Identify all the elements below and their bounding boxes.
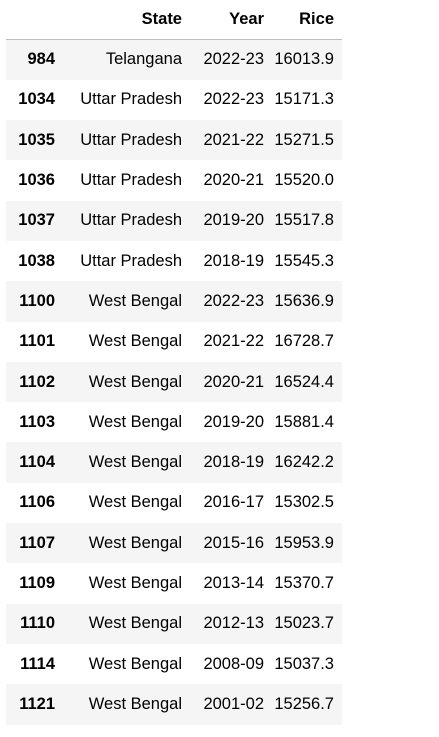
state-cell: Telangana xyxy=(105,50,182,69)
year-cell: 2020-21 xyxy=(203,372,264,391)
year-cell: 2012-13 xyxy=(203,614,264,633)
year-cell: 2021-22 xyxy=(203,130,264,149)
state-cell: West Bengal xyxy=(88,412,182,431)
year-cell: 2015-16 xyxy=(203,533,264,552)
table-row: 1100 West Bengal 2022-23 15636.9 xyxy=(6,281,342,322)
year-cell: 2018-19 xyxy=(203,453,264,472)
year-cell: 2001-02 xyxy=(203,694,264,713)
table-row: 1102 West Bengal 2020-21 16524.4 xyxy=(6,361,342,403)
table-body: 984 Telangana 2022-23 16013.9 1034 Uttar Prad… xyxy=(6,39,342,725)
row-index: 1103 xyxy=(19,412,55,431)
state-cell: Uttar Pradesh xyxy=(80,130,182,149)
row-index: 1035 xyxy=(18,130,55,149)
state-cell: West Bengal xyxy=(88,291,182,310)
rice-cell: 15037.3 xyxy=(274,654,334,673)
dataframe-table: State Year Rice 984 Telangana 2022-23 16013… xyxy=(6,0,342,725)
state-cell: West Bengal xyxy=(88,493,182,512)
table-row: 1034 Uttar Pradesh 2022-23 15171.3 xyxy=(6,80,342,120)
year-column-header: Year xyxy=(190,0,272,40)
rice-cell: 15881.4 xyxy=(274,412,334,431)
table-header: State Year Rice xyxy=(6,0,342,40)
row-index: 1106 xyxy=(19,493,55,512)
state-cell: West Bengal xyxy=(88,332,182,351)
state-cell: West Bengal xyxy=(88,654,182,673)
state-cell: Uttar Pradesh xyxy=(80,211,182,230)
state-cell: Uttar Pradesh xyxy=(80,251,182,270)
rice-cell: 15636.9 xyxy=(274,291,334,310)
year-cell: 2013-14 xyxy=(203,574,264,592)
year-cell: 2019-20 xyxy=(203,211,264,230)
row-index: 1034 xyxy=(18,90,55,109)
row-index: 1107 xyxy=(19,533,55,552)
row-index: 1109 xyxy=(19,574,55,592)
state-cell: West Bengal xyxy=(88,372,182,391)
table-row: 1121 West Bengal 2001-02 15256.7 xyxy=(6,684,342,725)
row-index: 1100 xyxy=(19,291,55,310)
rice-cell: 15256.7 xyxy=(274,694,334,713)
year-cell: 2008-09 xyxy=(203,654,264,673)
rice-cell: 15953.9 xyxy=(274,533,334,552)
row-index: 984 xyxy=(27,50,55,69)
row-index: 1110 xyxy=(20,614,55,633)
rice-cell: 15370.7 xyxy=(274,574,334,592)
year-cell: 2018-19 xyxy=(203,251,264,270)
row-index: 1104 xyxy=(19,453,55,472)
state-cell: Uttar Pradesh xyxy=(80,171,182,190)
year-cell: 2016-17 xyxy=(203,493,264,512)
rice-cell: 15517.8 xyxy=(274,211,334,230)
header-row: State Year Rice xyxy=(6,0,342,40)
year-cell: 2020-21 xyxy=(203,171,264,190)
state-cell: West Bengal xyxy=(88,614,182,633)
state-cell: West Bengal xyxy=(88,694,182,713)
table-row: 1106 West Bengal 2016-17 15302.5 xyxy=(6,483,342,523)
table-row: 1036 Uttar Pradesh 2020-21 15520.0 xyxy=(6,160,342,200)
year-cell: 2022-23 xyxy=(203,50,264,69)
table-row: 1037 Uttar Pradesh 2019-20 15517.8 xyxy=(6,200,342,241)
rice-cell: 16013.9 xyxy=(274,50,334,69)
table-row: 1109 West Bengal 2013-14 15370.7 xyxy=(6,563,342,603)
rice-cell: 16242.2 xyxy=(274,453,334,472)
row-index: 1101 xyxy=(19,332,55,351)
dataframe-output: State Year Rice 984 Telangana 2022-23 16013… xyxy=(6,0,342,725)
table-row: 1110 West Bengal 2012-13 15023.7 xyxy=(6,603,342,644)
table-row: 1035 Uttar Pradesh 2021-22 15271.5 xyxy=(6,120,342,161)
row-index: 1036 xyxy=(18,171,55,190)
year-cell: 2019-20 xyxy=(203,412,264,431)
table-row: 1103 West Bengal 2019-20 15881.4 xyxy=(6,402,342,442)
year-cell: 2022-23 xyxy=(203,90,264,109)
year-cell: 2022-23 xyxy=(203,291,264,310)
state-cell: West Bengal xyxy=(88,453,182,472)
table-row: 1104 West Bengal 2018-19 16242.2 xyxy=(6,442,342,483)
table-row: 1114 West Bengal 2008-09 15037.3 xyxy=(6,644,342,684)
rice-cell: 15545.3 xyxy=(274,251,334,270)
rice-cell: 15023.7 xyxy=(274,614,334,633)
table-row: 1101 West Bengal 2021-22 16728.7 xyxy=(6,322,342,362)
row-index: 1121 xyxy=(19,694,55,713)
row-index: 1114 xyxy=(20,654,55,673)
rice-cell: 16728.7 xyxy=(274,332,334,351)
state-cell: Uttar Pradesh xyxy=(80,90,182,109)
row-index: 1038 xyxy=(18,251,55,270)
table-row: 1107 West Bengal 2015-16 15953.9 xyxy=(6,523,342,564)
table-row: 984 Telangana 2022-23 16013.9 xyxy=(6,39,342,80)
rice-cell: 16524.4 xyxy=(274,372,334,391)
state-cell: West Bengal xyxy=(88,574,182,592)
row-index: 1037 xyxy=(18,211,55,230)
rice-column-header: Rice xyxy=(272,0,342,40)
state-column-header: State xyxy=(63,0,190,40)
rice-cell: 15171.3 xyxy=(274,90,334,109)
table-row: 1038 Uttar Pradesh 2018-19 15545.3 xyxy=(6,241,342,281)
rice-cell: 15302.5 xyxy=(274,493,334,512)
rice-cell: 15271.5 xyxy=(274,130,334,149)
year-cell: 2021-22 xyxy=(203,332,264,351)
rice-cell: 15520.0 xyxy=(274,171,334,190)
index-column-header xyxy=(6,0,63,40)
state-cell: West Bengal xyxy=(88,533,182,552)
row-index: 1102 xyxy=(19,372,55,391)
